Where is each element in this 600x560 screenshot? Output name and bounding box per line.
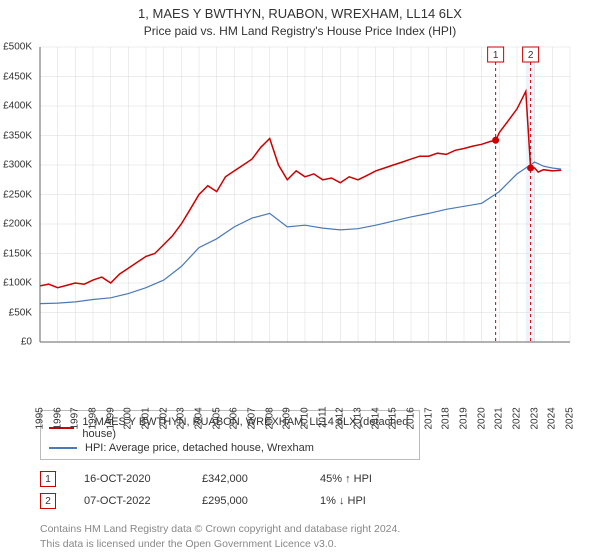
attribution-line2: This data is licensed under the Open Gov… [40, 537, 600, 552]
y-tick-label: £0 [0, 337, 32, 348]
sale-badge: 1 [40, 471, 56, 487]
sales-table: 1 16-OCT-2020 £342,000 45% ↑ HPI 2 07-OCT-202… [40, 468, 600, 512]
legend-item: HPI: Average price, detached house, Wrex… [49, 441, 411, 455]
x-tick-label: 1998 [88, 407, 99, 429]
x-tick-label: 1999 [105, 407, 116, 429]
x-tick-label: 2014 [370, 407, 381, 429]
attribution-text: Contains HM Land Registry data © Crown c… [40, 522, 600, 551]
y-tick-label: £200K [0, 219, 32, 230]
y-tick-label: £150K [0, 248, 32, 259]
x-tick-label: 2024 [547, 407, 558, 429]
legend-swatch [49, 447, 77, 449]
sale-date: 07-OCT-2022 [84, 495, 174, 507]
sale-marker-dot [492, 137, 499, 144]
x-tick-label: 2006 [229, 407, 240, 429]
sale-date: 16-OCT-2020 [84, 473, 174, 485]
attribution-line1: Contains HM Land Registry data © Crown c… [40, 522, 600, 537]
y-tick-label: £350K [0, 130, 32, 141]
sale-price: £295,000 [202, 495, 292, 507]
x-tick-label: 2023 [529, 407, 540, 429]
x-tick-label: 2004 [194, 407, 205, 429]
sale-row: 1 16-OCT-2020 £342,000 45% ↑ HPI [40, 468, 600, 490]
sale-marker-dot [527, 164, 534, 171]
x-tick-label: 2008 [264, 407, 275, 429]
sale-badge: 2 [40, 493, 56, 509]
x-tick-label: 2021 [494, 407, 505, 429]
x-tick-label: 2015 [388, 407, 399, 429]
x-tick-label: 2020 [476, 407, 487, 429]
x-tick-label: 2002 [158, 407, 169, 429]
sale-marker-index: 2 [528, 50, 534, 61]
chart-container: 1, MAES Y BWTHYN, RUABON, WREXHAM, LL14 … [0, 0, 600, 560]
x-tick-label: 2011 [317, 407, 328, 429]
x-tick-label: 2000 [123, 407, 134, 429]
sale-delta: 45% ↑ HPI [320, 473, 410, 485]
x-tick-label: 2010 [300, 407, 311, 429]
x-tick-label: 1997 [70, 407, 81, 429]
x-tick-label: 2012 [335, 407, 346, 429]
x-tick-label: 2013 [353, 407, 364, 429]
x-tick-label: 1996 [52, 407, 63, 429]
x-tick-label: 2017 [423, 407, 434, 429]
x-tick-label: 2016 [406, 407, 417, 429]
sale-price: £342,000 [202, 473, 292, 485]
x-tick-label: 2025 [565, 407, 576, 429]
x-tick-label: 2022 [512, 407, 523, 429]
x-tick-label: 2018 [441, 407, 452, 429]
x-tick-label: 2003 [176, 407, 187, 429]
x-tick-label: 2001 [141, 407, 152, 429]
sale-row: 2 07-OCT-2022 £295,000 1% ↓ HPI [40, 490, 600, 512]
chart-plot-area: 12 £0£50K£100K£150K£200K£250K£300K£350K£… [35, 42, 595, 402]
y-tick-label: £450K [0, 71, 32, 82]
y-tick-label: £400K [0, 101, 32, 112]
x-tick-label: 1995 [35, 407, 46, 429]
chart-title: 1, MAES Y BWTHYN, RUABON, WREXHAM, LL14 … [0, 0, 600, 21]
legend-label: HPI: Average price, detached house, Wrex… [85, 442, 314, 454]
chart-subtitle: Price paid vs. HM Land Registry's House … [0, 21, 600, 42]
series-line-price_paid [40, 91, 561, 287]
y-tick-label: £100K [0, 278, 32, 289]
y-tick-label: £500K [0, 42, 32, 53]
x-tick-label: 2005 [211, 407, 222, 429]
y-tick-label: £300K [0, 160, 32, 171]
chart-svg: 12 [35, 42, 575, 372]
y-tick-label: £250K [0, 189, 32, 200]
sale-delta: 1% ↓ HPI [320, 495, 410, 507]
series-line-hpi [40, 162, 561, 304]
y-tick-label: £50K [0, 307, 32, 318]
x-tick-label: 2007 [247, 407, 258, 429]
x-tick-label: 2019 [459, 407, 470, 429]
sale-marker-index: 1 [493, 50, 499, 61]
x-tick-label: 2009 [282, 407, 293, 429]
